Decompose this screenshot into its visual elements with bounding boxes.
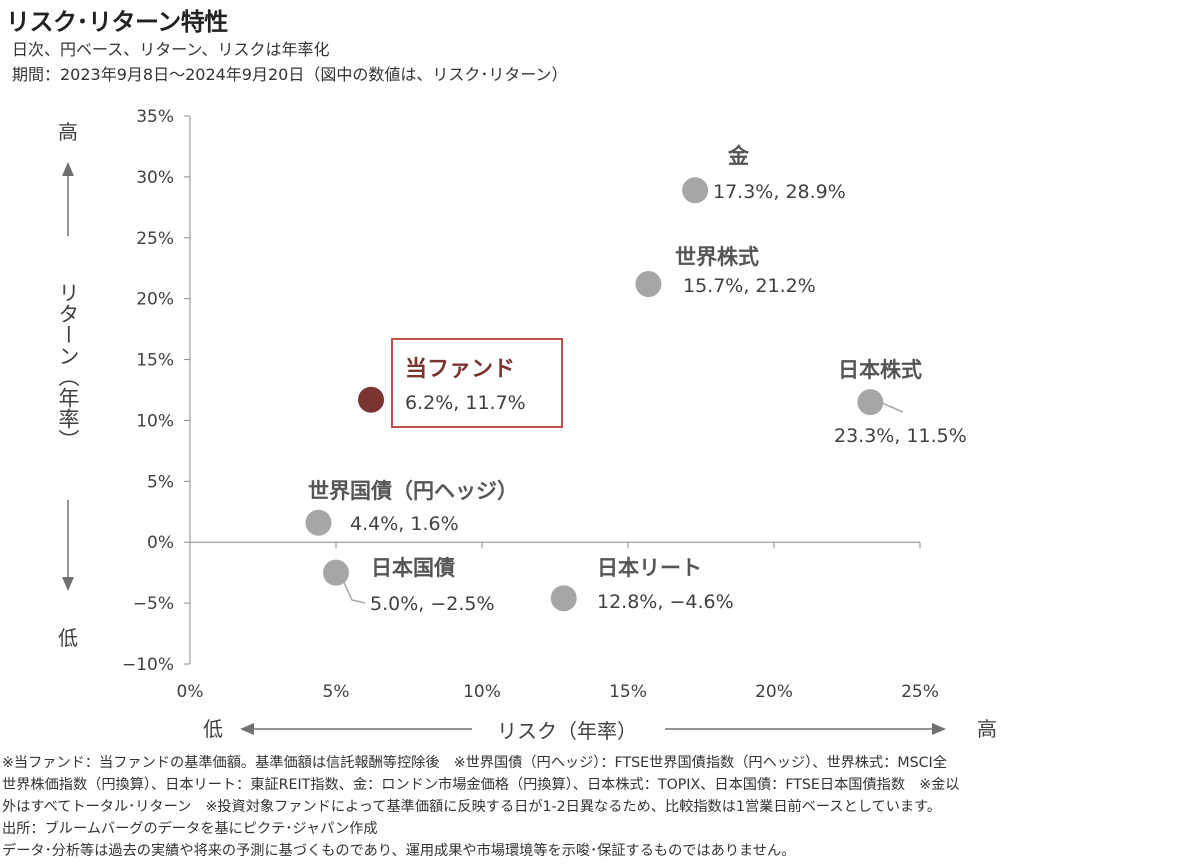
- point-name-label: 金: [727, 144, 750, 168]
- point-value-label: 15.7%, 21.2%: [683, 275, 816, 297]
- source-line: 出所：ブルームバーグのデータを基にピクテ･ジャパン作成: [2, 821, 378, 837]
- data-point: [550, 585, 577, 612]
- subtitle-line-1: 日次、円ベース、リターン、リスクは年率化: [12, 40, 330, 59]
- footnote-line: 外はすべてトータル･リターン ※投資対象ファンドによって基準価額に反映する日が1…: [2, 799, 942, 815]
- x-tick-label: 0%: [177, 682, 204, 702]
- y-tick-label: −5%: [133, 594, 174, 614]
- x-axis-arrow-left-head: [240, 723, 254, 735]
- x-axis-low-label: 低: [203, 717, 223, 741]
- point-name-label: 当ファンド: [405, 357, 515, 382]
- y-axis-low-label: 低: [58, 626, 78, 650]
- point-name-label: 世界株式: [675, 245, 759, 269]
- y-tick-label: 30%: [136, 168, 174, 188]
- y-axis-high-label: 高: [58, 120, 78, 144]
- x-axis-high-label: 高: [977, 717, 997, 741]
- y-axis-arrow-down-head: [62, 577, 74, 591]
- subtitle-line-2: 期間：2023年9月8日～2024年9月20日（図中の数値は、リスク･リターン）: [12, 65, 568, 84]
- x-tick-label: 20%: [755, 682, 793, 702]
- y-tick-label: 20%: [136, 290, 174, 310]
- point-name-label: 日本リート: [597, 556, 702, 580]
- y-tick-label: 10%: [136, 411, 174, 431]
- y-tick-label: 0%: [147, 533, 174, 553]
- x-tick-label: 5%: [323, 682, 350, 702]
- chart-title: リスク･リターン特性: [6, 8, 228, 36]
- data-point: [857, 389, 884, 416]
- point-name-label: 世界国債（円ヘッジ）: [308, 479, 518, 503]
- data-point: [682, 177, 709, 204]
- point-name-label: 日本株式: [838, 358, 922, 382]
- point-value-label: 17.3%, 28.9%: [713, 181, 846, 203]
- y-tick-label: 5%: [147, 472, 174, 492]
- data-point: [305, 509, 332, 536]
- scatter-chart: 35%30%25%20%15%10%5%0%−5%−10%0% 5% 10% 15% 2…: [56, 107, 997, 743]
- x-tick-label: 10%: [463, 682, 501, 702]
- y-tick-label: 15%: [136, 351, 174, 371]
- leader-line: [341, 577, 366, 604]
- footnote-line: 世界株価指数（円換算）、日本リート：東証REIT指数、金：ロンドン市場金価格（円…: [2, 777, 960, 793]
- footnotes: ※当ファンド：当ファンドの基準価額。基準価額は信託報酬等控除後 ※世界国債（円ヘ…: [2, 752, 1180, 862]
- y-axis-title: リターン（年率）: [56, 282, 80, 450]
- y-tick-label: 35%: [136, 107, 174, 127]
- point-value-label: 4.4%, 1.6%: [350, 513, 459, 535]
- point-value-label: 5.0%, −2.5%: [370, 593, 495, 615]
- x-tick-label: 15%: [609, 682, 647, 702]
- data-point: [358, 386, 385, 413]
- point-value-label: 6.2%, 11.7%: [405, 392, 526, 414]
- y-tick-label: −10%: [122, 655, 174, 675]
- x-axis-title: リスク（年率）: [497, 719, 637, 743]
- x-tick-label: 25%: [901, 682, 939, 702]
- x-axis-arrow-right-head: [932, 723, 946, 735]
- y-axis-arrow-up-head: [62, 162, 74, 176]
- point-value-label: 23.3%, 11.5%: [834, 425, 967, 447]
- point-value-label: 12.8%, −4.6%: [597, 591, 734, 613]
- footnote-line: ※当ファンド：当ファンドの基準価額。基準価額は信託報酬等控除後 ※世界国債（円ヘ…: [2, 755, 947, 771]
- point-name-label: 日本国債: [371, 556, 455, 580]
- y-tick-label: 25%: [136, 229, 174, 249]
- data-point: [323, 559, 349, 586]
- disclaimer-line: データ･分析等は過去の実績や将来の予測に基づくものであり、運用成果や市場環境等を…: [2, 843, 796, 859]
- highlight-box: [391, 338, 563, 428]
- data-point: [635, 271, 662, 298]
